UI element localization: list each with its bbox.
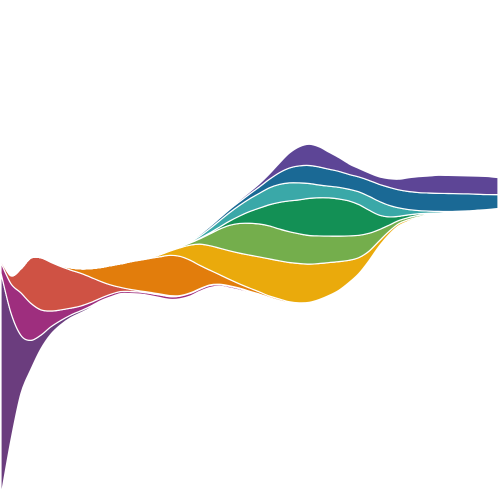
- stream-layers: [0, 143, 499, 497]
- stream-layer-10: [0, 143, 499, 277]
